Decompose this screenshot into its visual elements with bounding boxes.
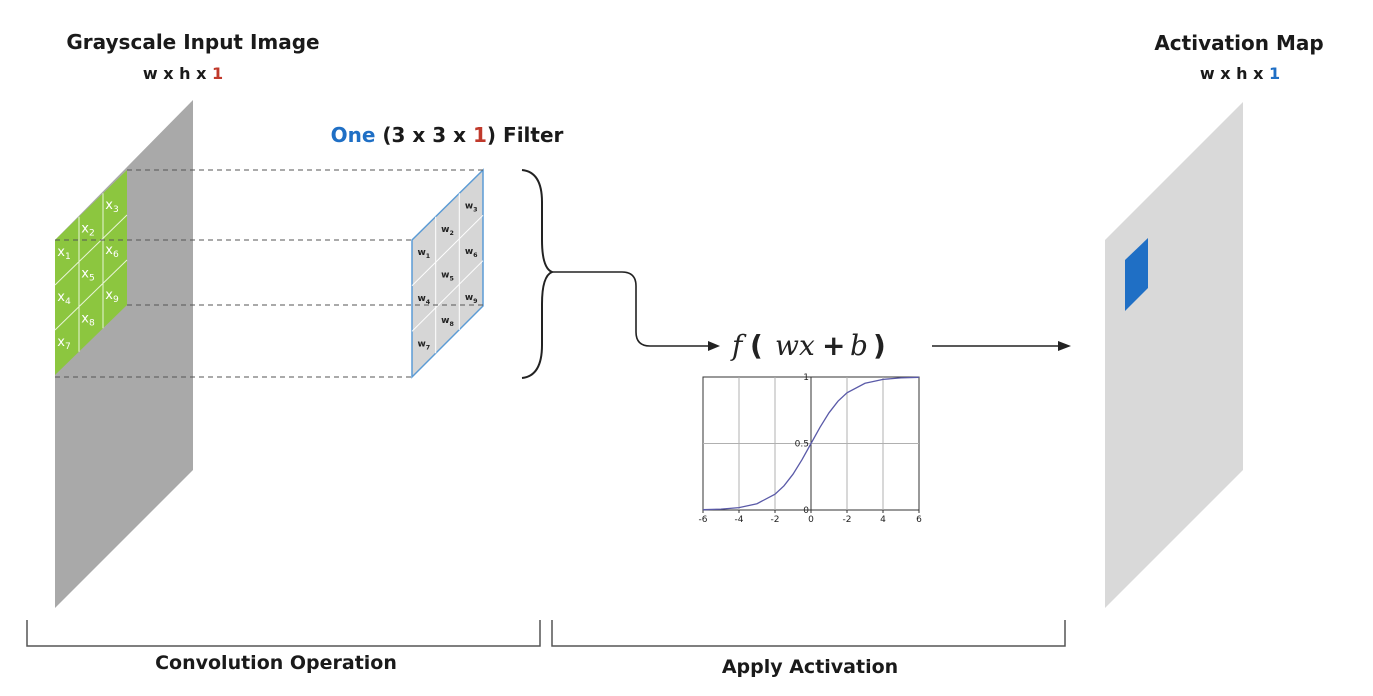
filter-cell-w5: w5 [441, 271, 454, 283]
input-dimensions: w x h x 1 [143, 64, 223, 83]
filter-cell-w8: w8 [441, 316, 454, 328]
activation-map-pixel [1125, 238, 1148, 311]
formula-b: b [850, 329, 868, 362]
output-dimensions: w x h x 1 [1200, 64, 1280, 83]
curly-brace [521, 169, 555, 379]
formula-open-paren: ( [750, 329, 763, 362]
output-title: Activation Map [1154, 31, 1323, 55]
input-cell-x7: x7 [57, 335, 71, 352]
formula-wx: wx [775, 329, 815, 362]
chart-x-tick-label: 4 [880, 515, 886, 525]
activation-bracket [551, 620, 1066, 647]
filter-cell-w7: w7 [417, 340, 430, 352]
chart-y-tick-label: 0.5 [795, 440, 809, 450]
formula-close-paren: ) [873, 329, 886, 362]
projection-lines [55, 169, 483, 378]
chart-x-tick-label: 6 [916, 515, 922, 525]
filter-cell-w9: w9 [465, 293, 478, 305]
input-cell-labels: x1 x2 x3 x4 x5 x6 x7 x8 x9 [57, 198, 119, 352]
input-cell-x8: x8 [81, 312, 95, 329]
chart-y-tick-label: 1 [803, 373, 809, 383]
filter-cell-w1: w1 [417, 248, 430, 260]
brace-arrow [552, 271, 712, 347]
chart-x-tick-label: -2 [843, 515, 852, 525]
chart-y-tick-label: 0 [803, 506, 809, 516]
chart-x-tick-label: -4 [735, 515, 744, 525]
output-arrow-head [1058, 341, 1071, 351]
chart-x-tick-label: -2 [771, 515, 780, 525]
input-patch [55, 170, 127, 375]
input-cell-x3: x3 [105, 198, 119, 215]
activation-label: Apply Activation [722, 656, 898, 678]
input-title: Grayscale Input Image [66, 30, 319, 54]
brace-arrow-head [708, 341, 720, 351]
chart-x-tick-label: -6 [699, 515, 708, 525]
sigmoid-chart: -6 -4 -2 0 -2 4 6 0 0.5 1 [699, 373, 923, 525]
input-cell-x9: x9 [105, 288, 119, 305]
chart-x-tick-label: 0 [808, 515, 814, 525]
formula-plus: + [822, 329, 845, 362]
input-cell-x6: x6 [105, 243, 119, 260]
convolution-label: Convolution Operation [155, 652, 397, 674]
filter-cell-w6: w6 [465, 247, 478, 259]
filter-cell-labels: w1 w2 w3 w4 w5 w6 w7 w8 w9 [417, 201, 478, 351]
chart-series-line [702, 376, 920, 511]
convolution-bracket [26, 620, 541, 647]
input-cell-x1: x1 [57, 245, 71, 262]
filter-grid [411, 193, 484, 354]
filter-cell-w4: w4 [417, 294, 430, 306]
input-cell-x5: x5 [81, 267, 95, 284]
formula-f: f [730, 329, 747, 362]
input-patch-grid [54, 193, 128, 352]
filter-cell-w2: w2 [441, 225, 454, 237]
input-cell-x2: x2 [81, 222, 95, 239]
input-cell-x4: x4 [57, 290, 71, 307]
filter-title: One (3 x 3 x 1) Filter [331, 123, 564, 147]
activation-map-plane [1105, 102, 1243, 608]
filter-cell-w3: w3 [465, 201, 478, 213]
